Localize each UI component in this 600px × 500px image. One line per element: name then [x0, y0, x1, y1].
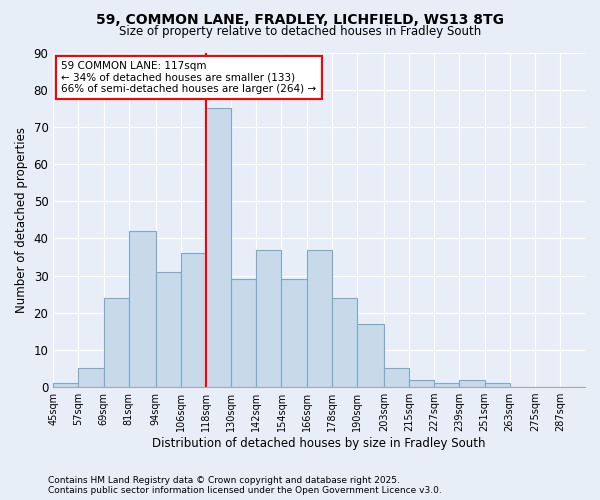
Bar: [460, 380, 485, 387]
Text: Size of property relative to detached houses in Fradley South: Size of property relative to detached ho…: [119, 25, 481, 38]
X-axis label: Distribution of detached houses by size in Fradley South: Distribution of detached houses by size …: [152, 437, 486, 450]
Y-axis label: Number of detached properties: Number of detached properties: [15, 127, 28, 313]
Bar: [434, 384, 460, 387]
Bar: [104, 298, 128, 387]
Bar: [53, 384, 79, 387]
Bar: [307, 250, 332, 387]
Bar: [357, 324, 384, 387]
Bar: [79, 368, 104, 387]
Text: Contains HM Land Registry data © Crown copyright and database right 2025.: Contains HM Land Registry data © Crown c…: [48, 476, 400, 485]
Bar: [485, 384, 509, 387]
Bar: [156, 272, 181, 387]
Bar: [181, 253, 206, 387]
Text: 59, COMMON LANE, FRADLEY, LICHFIELD, WS13 8TG: 59, COMMON LANE, FRADLEY, LICHFIELD, WS1…: [96, 12, 504, 26]
Bar: [231, 280, 256, 387]
Bar: [409, 380, 434, 387]
Bar: [384, 368, 409, 387]
Bar: [128, 231, 156, 387]
Text: 59 COMMON LANE: 117sqm
← 34% of detached houses are smaller (133)
66% of semi-de: 59 COMMON LANE: 117sqm ← 34% of detached…: [61, 61, 316, 94]
Bar: [281, 280, 307, 387]
Bar: [256, 250, 281, 387]
Bar: [332, 298, 357, 387]
Text: Contains public sector information licensed under the Open Government Licence v3: Contains public sector information licen…: [48, 486, 442, 495]
Bar: [206, 108, 231, 387]
